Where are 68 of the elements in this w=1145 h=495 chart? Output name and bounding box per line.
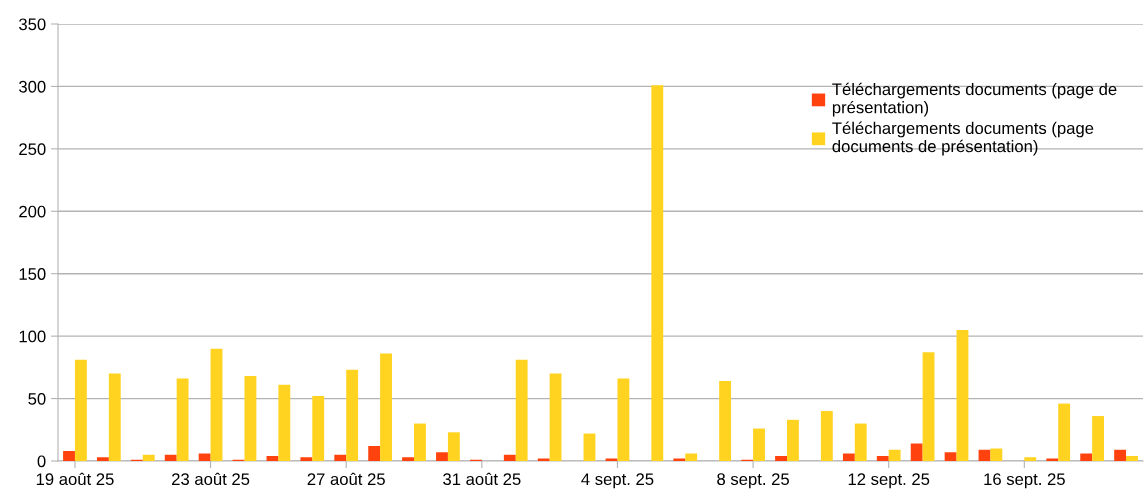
bar bbox=[651, 85, 664, 461]
x-tick-label: 19 août 25 bbox=[36, 472, 114, 486]
bar bbox=[990, 448, 1003, 461]
x-tick-label: 8 sept. 25 bbox=[717, 473, 789, 489]
bar bbox=[515, 359, 528, 461]
bar bbox=[854, 423, 867, 461]
bar bbox=[108, 373, 121, 461]
bar bbox=[210, 348, 223, 461]
bar bbox=[334, 454, 347, 461]
bar bbox=[583, 433, 596, 461]
bar bbox=[978, 449, 991, 461]
x-tick-label: 23 août 25 bbox=[172, 472, 250, 486]
bar bbox=[74, 359, 87, 461]
bar bbox=[142, 454, 155, 461]
bar bbox=[842, 453, 855, 461]
bar bbox=[1092, 416, 1105, 461]
bar bbox=[956, 329, 969, 461]
bar bbox=[300, 457, 313, 461]
y-tick-label: 200 bbox=[19, 205, 46, 218]
bar bbox=[876, 456, 889, 461]
bar bbox=[198, 453, 211, 461]
legend-label: Téléchargements documents (page de présentation) bbox=[832, 82, 1117, 117]
bar bbox=[1024, 457, 1037, 461]
y-tick-label: 50 bbox=[28, 392, 46, 405]
bar bbox=[685, 453, 698, 461]
x-tick-label: 12 sept. 25 bbox=[848, 473, 930, 489]
y-tick-label: 350 bbox=[19, 18, 46, 31]
bar bbox=[414, 423, 426, 461]
bar bbox=[922, 352, 935, 461]
bar bbox=[63, 451, 75, 461]
bar bbox=[436, 452, 448, 461]
bar bbox=[176, 378, 189, 461]
bar bbox=[278, 384, 291, 461]
bar bbox=[549, 373, 562, 461]
bar bbox=[944, 452, 957, 461]
bar bbox=[786, 419, 799, 461]
bar bbox=[503, 454, 516, 461]
bar bbox=[1080, 453, 1093, 461]
bar bbox=[1126, 456, 1138, 461]
bar bbox=[312, 396, 325, 461]
bar bbox=[1058, 403, 1071, 461]
bar bbox=[617, 378, 630, 461]
bar bbox=[820, 411, 833, 461]
bar bbox=[775, 456, 787, 461]
bar bbox=[888, 449, 901, 461]
bar bbox=[1114, 449, 1127, 461]
y-tick-label: 250 bbox=[19, 143, 46, 156]
x-tick-label: 31 août 25 bbox=[443, 472, 521, 486]
y-tick-label: 150 bbox=[19, 268, 46, 280]
bar bbox=[346, 369, 359, 461]
bar bbox=[753, 428, 765, 461]
bar bbox=[244, 376, 257, 461]
legend-label: Téléchargements documents (page documents de présentation) bbox=[832, 121, 1094, 156]
bar bbox=[910, 443, 923, 461]
y-tick-label: 0 bbox=[37, 455, 46, 468]
bar bbox=[402, 457, 415, 461]
bar bbox=[164, 454, 177, 461]
bar bbox=[266, 456, 279, 461]
x-tick-label: 16 sept. 25 bbox=[984, 473, 1065, 489]
y-tick-label: 100 bbox=[19, 330, 46, 343]
x-tick-label: 27 août 25 bbox=[307, 472, 385, 486]
bar bbox=[719, 381, 732, 461]
bar bbox=[447, 432, 460, 461]
y-tick-label: 300 bbox=[19, 80, 46, 93]
bar bbox=[380, 353, 392, 461]
x-tick-label: 4 sept. 25 bbox=[581, 473, 654, 489]
bar bbox=[368, 446, 381, 461]
bar bbox=[96, 457, 109, 461]
